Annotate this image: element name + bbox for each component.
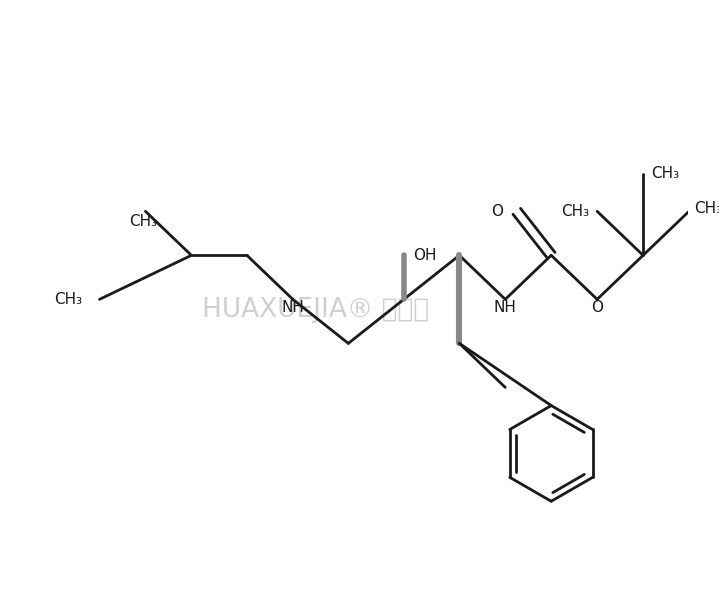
- Text: O: O: [491, 204, 503, 219]
- Text: NH: NH: [281, 300, 304, 314]
- Text: HUAXUEJIA® 化学加: HUAXUEJIA® 化学加: [202, 297, 429, 323]
- Text: CH₃: CH₃: [694, 201, 719, 216]
- Text: OH: OH: [413, 248, 437, 263]
- Text: NH: NH: [494, 300, 517, 314]
- Text: CH₃: CH₃: [651, 166, 679, 182]
- Text: CH₃: CH₃: [562, 204, 590, 219]
- Text: CH₃: CH₃: [54, 292, 82, 307]
- Text: O: O: [591, 300, 603, 314]
- Text: CH₃: CH₃: [129, 214, 157, 228]
